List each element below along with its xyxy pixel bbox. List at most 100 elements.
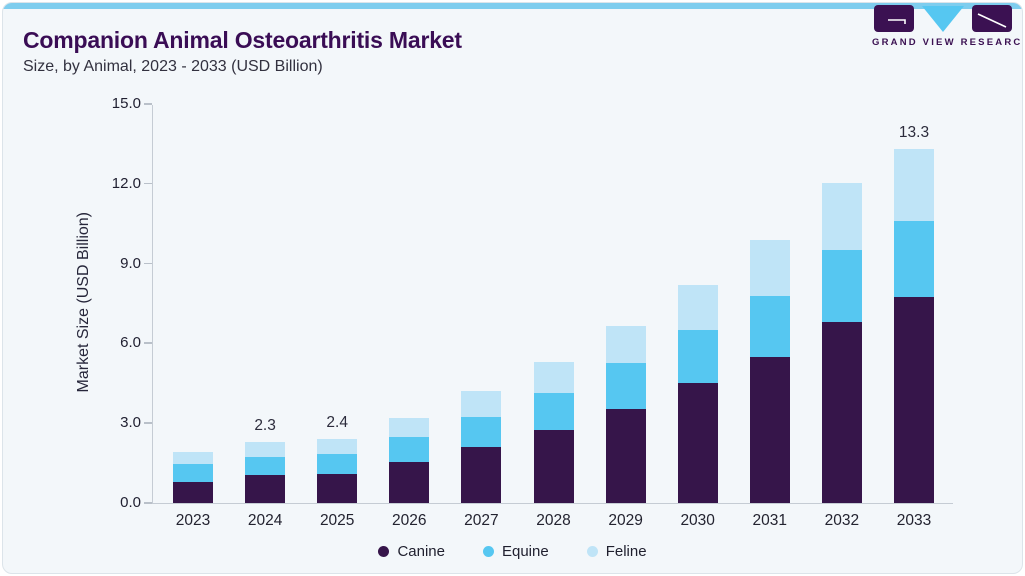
x-axis-label: 2023 xyxy=(175,512,211,529)
x-axis-label: 2029 xyxy=(608,512,643,529)
bar-segment-feline xyxy=(821,182,862,251)
plot-area: 0.0 3.0 6.0 9.0 12.0 15.0 2023 2.3 2024 2.4 2025 20… xyxy=(112,95,953,529)
legend-item-feline: Feline xyxy=(586,543,647,560)
bar-segment-canine xyxy=(389,461,430,503)
y-tick-label: 12.0 xyxy=(111,174,141,192)
y-tick-label: 6.0 xyxy=(120,334,141,352)
chart-legend: Canine Equine Feline xyxy=(3,543,1022,560)
y-tick-label: 9.0 xyxy=(120,254,141,272)
stacked-bar xyxy=(821,182,862,503)
bar-segment-feline xyxy=(749,239,790,296)
chart-header: Companion Animal Osteoarthritis Market S… xyxy=(23,27,1002,76)
stacked-bar xyxy=(533,362,574,503)
bar-segment-equine xyxy=(461,416,502,448)
bar-segment-feline xyxy=(461,391,502,417)
bar-segment-equine xyxy=(749,295,790,357)
bar-segment-canine xyxy=(749,356,790,503)
bar-segment-feline xyxy=(894,149,934,222)
bar-segment-equine xyxy=(389,436,430,462)
y-tick-label: 0.0 xyxy=(120,494,141,511)
bar-segment-equine xyxy=(245,456,286,476)
gvr-logo-text: GRAND VIEW RESEARCH xyxy=(872,37,1023,48)
bar-group-2027: 2027 xyxy=(445,105,517,529)
legend-label: Feline xyxy=(605,543,647,560)
bar-segment-equine xyxy=(173,464,213,482)
legend-item-canine: Canine xyxy=(378,543,445,560)
bar-segment-equine xyxy=(677,330,718,384)
y-tick-mark xyxy=(144,342,152,344)
bar-segment-feline xyxy=(533,362,574,393)
stacked-bar xyxy=(317,439,358,503)
bar-segment-equine xyxy=(821,250,862,323)
y-tick-mark xyxy=(144,103,152,105)
x-axis-label: 2030 xyxy=(680,512,715,529)
y-tick-label: 3.0 xyxy=(120,414,141,432)
bar-segment-feline xyxy=(605,326,646,364)
bar-segment-equine xyxy=(894,221,934,297)
x-axis-label: 2027 xyxy=(464,512,499,529)
bar-segment-canine xyxy=(605,408,646,503)
bar-group-2028: 2028 xyxy=(518,105,590,529)
x-axis-label: 2024 xyxy=(247,512,283,529)
y-axis-title: Market Size (USD Billion) xyxy=(75,212,92,393)
stacked-bar xyxy=(894,149,934,503)
y-tick-label: 15.0 xyxy=(111,95,141,112)
bar-group-2032: 2032 xyxy=(806,105,878,529)
bar-segment-canine xyxy=(821,322,862,503)
x-axis-label: 2025 xyxy=(319,512,355,529)
bar-group-2033: 13.3 2033 xyxy=(878,105,950,529)
bar-value-label: 2.4 xyxy=(326,414,348,432)
bar-segment-canine xyxy=(894,296,934,503)
legend-label: Canine xyxy=(397,543,445,560)
x-axis-label: 2032 xyxy=(824,512,860,529)
bar-segment-feline xyxy=(677,284,718,331)
y-axis-title-wrap: Market Size (USD Billion) xyxy=(73,103,95,502)
bar-segment-canine xyxy=(245,475,286,503)
bar-group-2025: 2.4 2025 xyxy=(301,105,373,529)
y-tick-mark xyxy=(144,262,152,265)
stacked-bar xyxy=(677,284,718,503)
stacked-bar xyxy=(173,452,213,503)
bar-value-label: 2.3 xyxy=(254,416,276,434)
stacked-bar xyxy=(389,417,430,503)
bar-segment-feline xyxy=(389,417,430,437)
legend-item-equine: Equine xyxy=(482,543,549,560)
bar-segment-canine xyxy=(317,473,358,503)
legend-dot-icon xyxy=(378,546,390,557)
bar-segment-equine xyxy=(533,392,574,430)
bar-group-2024: 2.3 2024 xyxy=(229,105,301,529)
legend-dot-icon xyxy=(482,546,494,557)
stacked-bar xyxy=(245,441,286,503)
page-title: Companion Animal Osteoarthritis Market xyxy=(23,27,462,53)
bar-segment-feline xyxy=(317,439,358,454)
bar-segment-canine xyxy=(173,481,213,503)
bar-segment-canine xyxy=(677,383,718,503)
legend-label: Equine xyxy=(501,543,549,560)
page-subtitle: Size, by Animal, 2023 - 2033 (USD Billio… xyxy=(23,58,323,75)
stacked-bar xyxy=(605,326,646,503)
x-axis-label: 2026 xyxy=(392,512,427,529)
bar-segment-canine xyxy=(533,429,574,503)
x-axis-label: 2031 xyxy=(752,512,788,529)
x-axis-label: 2028 xyxy=(536,512,571,529)
gvr-logo-mark-icon xyxy=(874,5,1012,32)
stacked-bar xyxy=(749,239,790,503)
bar-group-2031: 2031 xyxy=(734,105,806,529)
gvr-logo: GRAND VIEW RESEARCH xyxy=(872,5,1023,48)
y-tick-mark xyxy=(144,502,152,504)
y-tick-mark xyxy=(144,182,152,185)
bar-segment-feline xyxy=(245,441,286,457)
card-top-accent xyxy=(3,3,1022,9)
bar-group-2030: 2030 xyxy=(662,105,734,529)
legend-dot-icon xyxy=(586,546,598,557)
bar-group-2029: 2029 xyxy=(590,105,662,529)
stacked-bar xyxy=(461,391,502,503)
x-axis-label: 2033 xyxy=(896,512,932,529)
bar-group-2023: 2023 xyxy=(157,105,229,529)
bar-group-2026: 2026 xyxy=(373,105,445,529)
bar-segment-equine xyxy=(317,453,358,474)
bar-value-label: 13.3 xyxy=(898,124,930,142)
bar-segment-canine xyxy=(461,447,502,503)
bar-segment-feline xyxy=(173,452,213,465)
